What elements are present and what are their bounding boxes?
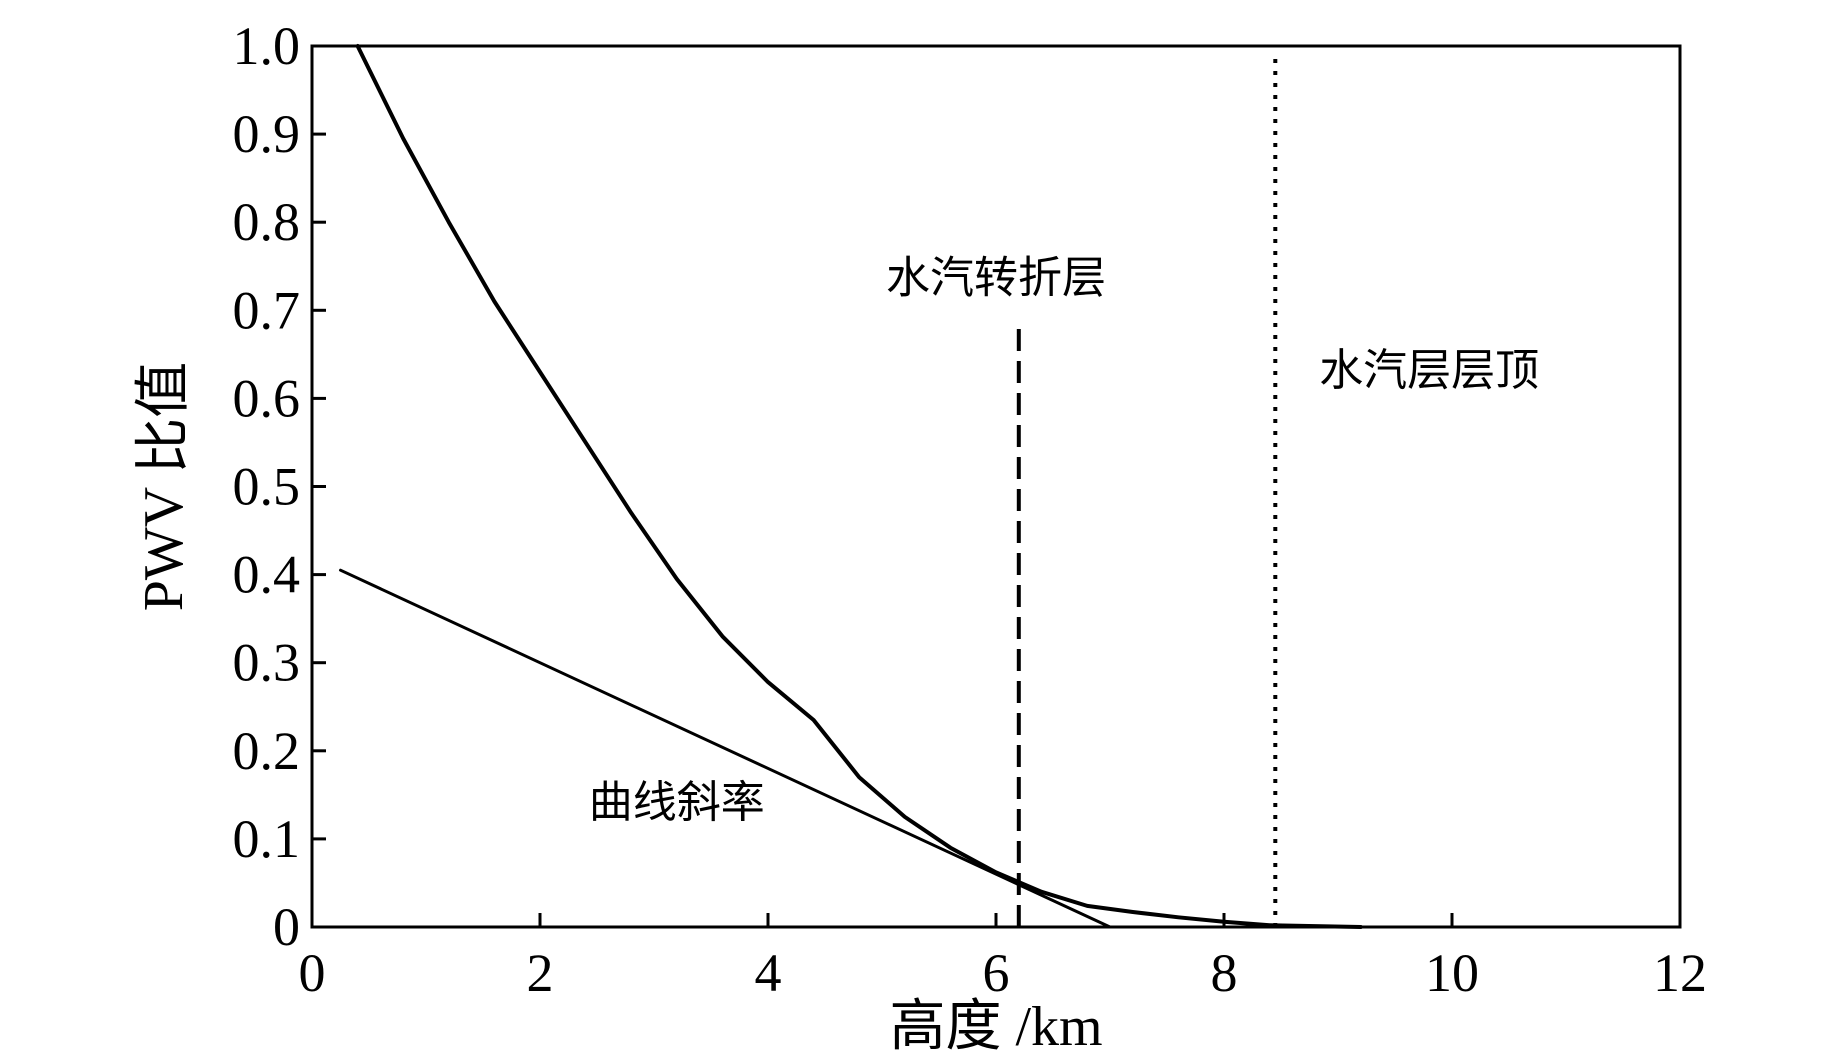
- y-tick-label: 0.1: [233, 809, 301, 869]
- y-axis-title: PWV 比值: [133, 362, 195, 611]
- x-axis: 0 2 4 6 8 10 12: [299, 913, 1707, 1003]
- y-tick-label: 1.0: [233, 16, 301, 76]
- x-tick-label: 2: [527, 943, 554, 1003]
- y-tick-label: 0.2: [233, 721, 301, 781]
- annotation-curve-slope: 曲线斜率: [589, 777, 765, 828]
- y-tick-label: 0.4: [233, 545, 301, 605]
- y-tick-label: 0.8: [233, 192, 301, 252]
- y-axis: 0 0.1 0.2 0.3 0.4 0.5 0.6 0.7 0.8 0.9 1.0: [233, 16, 326, 957]
- x-tick-label: 12: [1653, 943, 1707, 1003]
- y-tick-label: 0.3: [233, 633, 301, 693]
- pwv-ratio-curve: [355, 44, 1363, 929]
- plot-frame: [310, 44, 1682, 929]
- annotation-turning-layer: 水汽转折层: [886, 253, 1106, 304]
- x-tick-label: 10: [1425, 943, 1479, 1003]
- y-tick-label: 0: [273, 897, 300, 957]
- y-tick-label: 0.9: [233, 104, 301, 164]
- y-tick-label: 0.5: [233, 457, 301, 517]
- x-tick-label: 8: [1211, 943, 1238, 1003]
- y-tick-label: 0.7: [233, 280, 301, 340]
- x-tick-label: 0: [299, 943, 326, 1003]
- x-axis-title: 高度 /km: [889, 996, 1102, 1058]
- x-tick-label: 6: [983, 943, 1010, 1003]
- y-tick-label: 0.6: [233, 368, 301, 428]
- slope-tangent-line: [339, 568, 1112, 929]
- x-tick-label: 4: [755, 943, 782, 1003]
- plot-area: [339, 44, 1363, 929]
- annotation-layer-top: 水汽层层顶: [1319, 345, 1539, 396]
